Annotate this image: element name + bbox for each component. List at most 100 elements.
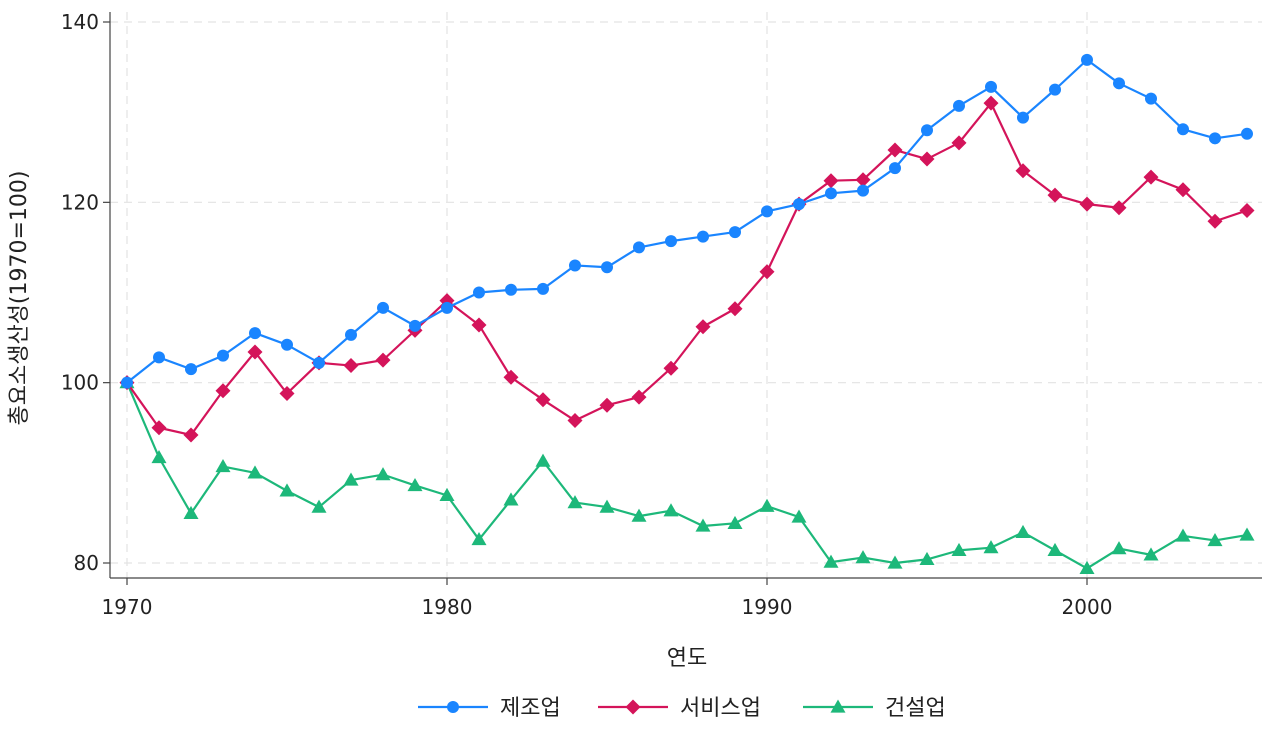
legend-marker — [625, 699, 641, 715]
data-point — [313, 356, 325, 369]
data-point — [727, 515, 743, 529]
data-point — [697, 230, 709, 243]
y-tick-label: 80 — [74, 551, 99, 575]
x-tick-label: 1970 — [102, 595, 153, 619]
data-point — [375, 352, 391, 368]
legend-item: 서비스업 — [598, 696, 761, 721]
data-point — [855, 550, 871, 564]
data-point — [1143, 547, 1159, 561]
data-point — [151, 450, 167, 464]
data-point — [825, 187, 837, 200]
y-axis-title: 총요소생산성(1970=100) — [7, 170, 32, 425]
series-line — [126, 102, 1248, 437]
data-point — [793, 198, 805, 211]
axes-layer — [109, 12, 1262, 579]
data-point — [1111, 200, 1127, 216]
data-point — [1017, 111, 1029, 124]
data-point — [217, 349, 229, 362]
legend: 제조업 서비스업 건설업 — [418, 696, 946, 721]
data-point — [1175, 528, 1191, 542]
data-point — [503, 369, 519, 385]
data-point — [345, 328, 357, 341]
data-point — [377, 301, 389, 314]
data-point — [121, 376, 133, 389]
y-tick-label: 140 — [61, 10, 99, 34]
data-point — [279, 483, 295, 497]
data-point — [823, 554, 839, 568]
data-point — [215, 383, 231, 399]
ticks-layer: 80 100 120 140 1970 1980 1990 2000 — [61, 10, 1113, 619]
data-point — [215, 459, 231, 473]
x-tick-label: 1980 — [422, 595, 473, 619]
data-point — [473, 286, 485, 299]
data-point — [919, 551, 935, 566]
data-point — [153, 351, 165, 364]
legend-marker — [830, 699, 846, 713]
y-tick-label: 100 — [61, 371, 99, 395]
data-point — [887, 142, 903, 158]
data-point — [951, 135, 967, 151]
legend-item: 제조업 — [418, 696, 561, 721]
data-point — [247, 465, 263, 479]
data-point — [631, 508, 647, 522]
data-point — [855, 172, 871, 188]
data-point — [1047, 542, 1063, 557]
data-point — [727, 301, 743, 317]
data-point — [791, 509, 807, 523]
data-point — [279, 385, 295, 401]
data-point — [823, 173, 839, 189]
data-point — [951, 542, 967, 557]
data-point — [441, 301, 453, 314]
data-point — [983, 540, 999, 554]
data-point — [281, 338, 293, 351]
data-point — [663, 503, 679, 517]
data-point — [535, 392, 551, 408]
data-point — [471, 317, 487, 333]
data-point — [953, 99, 965, 112]
data-point — [1145, 92, 1157, 105]
data-point — [599, 499, 615, 513]
data-point — [633, 241, 645, 254]
series-line — [125, 382, 1248, 570]
data-point — [505, 283, 517, 296]
data-point — [631, 389, 647, 405]
data-point — [183, 505, 199, 520]
y-tick-label: 120 — [61, 190, 99, 214]
data-point — [1113, 77, 1125, 90]
data-point — [919, 151, 935, 167]
legend-label: 서비스업 — [680, 696, 761, 721]
data-point — [375, 467, 391, 481]
data-point — [1143, 169, 1159, 185]
data-point — [439, 487, 455, 501]
legend-marker — [447, 701, 459, 713]
data-point — [887, 555, 903, 569]
data-point — [1239, 527, 1255, 541]
data-point — [569, 259, 581, 272]
data-point — [729, 226, 741, 239]
data-point — [409, 319, 421, 332]
data-point — [857, 184, 869, 197]
data-point — [921, 124, 933, 137]
data-point — [1015, 524, 1031, 538]
data-point — [889, 162, 901, 175]
data-point — [1079, 560, 1095, 575]
data-point — [1239, 202, 1255, 218]
series-1 — [121, 53, 1253, 389]
legend-label: 건설업 — [885, 696, 946, 721]
data-point — [183, 427, 199, 443]
series-3 — [119, 375, 1255, 575]
data-point — [343, 358, 359, 374]
data-point — [1047, 187, 1063, 203]
data-point — [503, 492, 519, 506]
data-point — [567, 413, 583, 429]
data-point — [537, 282, 549, 295]
data-point — [343, 472, 359, 486]
data-point — [1079, 196, 1095, 212]
data-point — [1015, 163, 1031, 179]
data-point — [1111, 541, 1127, 555]
data-point — [185, 363, 197, 376]
series-line — [126, 58, 1248, 384]
data-point — [695, 518, 711, 532]
data-point — [567, 495, 583, 509]
